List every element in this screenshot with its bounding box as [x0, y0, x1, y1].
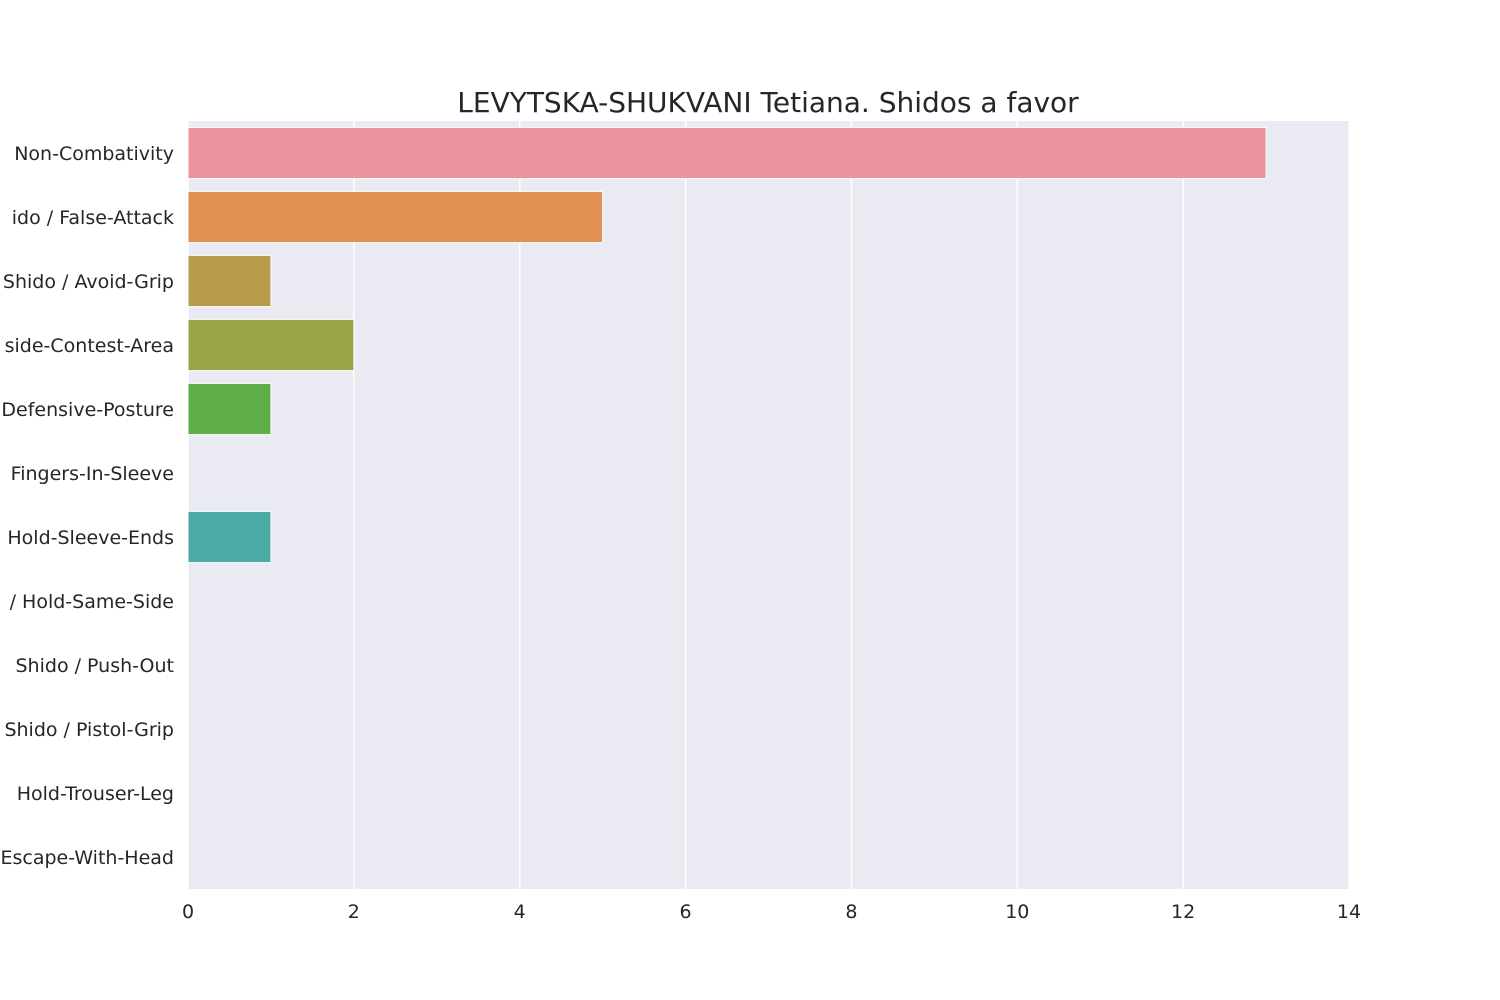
x-tick-label: 14: [1337, 901, 1361, 923]
category-label: Shido / Avoid-Grip: [3, 271, 174, 293]
bar: [187, 190, 604, 244]
bars: [187, 126, 1267, 564]
x-tick-label: 10: [1005, 901, 1029, 923]
category-label: Defensive-Posture: [1, 399, 174, 421]
x-tick-label: 4: [514, 901, 526, 923]
x-tick-labels: 0 2 4 6 8 10 12 14: [182, 901, 1361, 923]
category-label: / Hold-Same-Side: [10, 591, 174, 613]
category-label: Shido / Push-Out: [16, 655, 175, 677]
chart-title: LEVYTSKA-SHUKVANI Tetiana. Shidos a favo…: [457, 86, 1079, 119]
category-labels: Non-Combativity ido / False-Attack Shido /…: [0, 143, 174, 869]
x-tick-label: 2: [348, 901, 360, 923]
category-label: side-Contest-Area: [5, 335, 174, 357]
category-label: Fingers-In-Sleeve: [11, 463, 174, 485]
category-label: Shido / Pistol-Grip: [4, 719, 174, 741]
x-tick-label: 0: [182, 901, 194, 923]
category-label: Non-Combativity: [14, 143, 174, 165]
bar: [187, 254, 272, 308]
category-label: Hold-Sleeve-Ends: [7, 527, 174, 549]
bar: [187, 318, 355, 372]
category-label: Escape-With-Head: [0, 847, 174, 869]
x-tick-label: 6: [680, 901, 692, 923]
bar: [187, 510, 272, 564]
category-label: ido / False-Attack: [12, 207, 174, 229]
category-label: Hold-Trouser-Leg: [17, 783, 174, 805]
plot-background: [188, 121, 1349, 889]
grid-lines: [187, 121, 1350, 889]
x-tick-label: 12: [1171, 901, 1195, 923]
x-tick-label: 8: [845, 901, 857, 923]
bar: [187, 382, 272, 436]
bar: [187, 126, 1267, 180]
